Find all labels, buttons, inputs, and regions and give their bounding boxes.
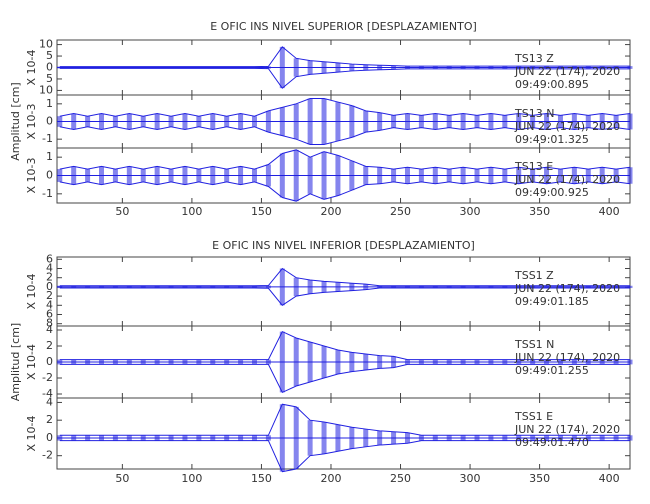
y-tick-label: 5	[46, 49, 53, 62]
x-tick-label: 50	[115, 205, 129, 218]
x-tick-label: 250	[390, 205, 411, 218]
subplot-frame	[56, 397, 631, 470]
trace-annotation: 09:49:01.325	[515, 133, 589, 146]
x-tick-label: 350	[529, 472, 550, 485]
trace-annotation: JUN 22 (174), 2020	[514, 351, 620, 364]
x-tick-label: 400	[599, 205, 620, 218]
y-tick-label: 1	[46, 150, 53, 163]
y-tick-label: 1	[46, 97, 53, 110]
y-tick-label: 6	[46, 308, 53, 321]
y-tick-label: 0	[46, 280, 53, 293]
trace-annotation: JUN 22 (174), 2020	[514, 65, 620, 78]
x-tick-label: 300	[460, 472, 481, 485]
x-tick-label: 150	[251, 472, 272, 485]
x-tick-label: 250	[390, 472, 411, 485]
y-tick-label: 2	[46, 339, 53, 352]
x-tick-label: 150	[251, 205, 272, 218]
x-tick-label: 100	[181, 205, 202, 218]
y-tick-label: 4	[46, 262, 53, 275]
y-tick-label: 0	[46, 169, 53, 182]
trace-annotation: 09:49:01.255	[515, 364, 589, 377]
trace-annotation: JUN 22 (174), 2020	[514, 423, 620, 436]
y-tick-label: -1	[42, 187, 53, 200]
envelope-upper	[59, 267, 630, 287]
envelope-upper	[59, 330, 630, 361]
envelope-upper	[59, 149, 631, 170]
axis-multiplier: X 10-4	[25, 344, 38, 380]
x-tick-label: 300	[460, 205, 481, 218]
y-tick-label: 6	[46, 252, 53, 265]
y-tick-label: 0	[46, 355, 53, 368]
envelope-upper	[59, 403, 630, 436]
trace-annotation: TSS1 E	[514, 410, 553, 423]
axis-multiplier: X 10-4	[25, 50, 38, 86]
trace-annotation: JUN 22 (174), 2020	[514, 282, 620, 295]
y-tick-label: 0	[46, 115, 53, 128]
x-tick-label: 100	[181, 472, 202, 485]
trace-annotation: TS13 Z	[514, 52, 554, 65]
y-tick-label: 0	[46, 61, 53, 74]
axis-multiplier: X 10-4	[25, 416, 38, 452]
trace-annotation: 09:49:01.470	[515, 436, 589, 449]
y-axis-label: Amplitud [cm]	[9, 82, 22, 160]
envelope-lower	[59, 181, 631, 202]
y-tick-label: 4	[46, 395, 53, 408]
trace-annotation: TSS1 Z	[514, 269, 554, 282]
trace-annotation: TS13 E	[514, 160, 553, 173]
envelope-lower	[59, 287, 630, 306]
y-tick-label: 8	[46, 317, 53, 330]
x-tick-label: 200	[320, 205, 341, 218]
chart-title: E OFIC INS NIVEL INFERIOR [DESPLAZAMIENT…	[212, 239, 475, 252]
x-tick-label: 400	[599, 472, 620, 485]
envelope-upper	[59, 46, 630, 68]
y-tick-label: -2	[42, 371, 53, 384]
y-tick-label: 2	[46, 289, 53, 302]
axis-multiplier: X 10-3	[25, 158, 38, 194]
trace-annotation: TSS1 N	[514, 338, 554, 351]
x-tick-label: 50	[115, 472, 129, 485]
y-axis-label: Amplitud [cm]	[9, 323, 22, 401]
trace-annotation: JUN 22 (174), 2020	[514, 173, 620, 186]
envelope-lower	[59, 440, 630, 473]
y-tick-label: -4	[42, 387, 53, 400]
envelope-lower	[59, 67, 630, 89]
y-tick-label: -2	[42, 449, 53, 462]
y-tick-label: -1	[42, 132, 53, 145]
y-tick-label: 2	[46, 413, 53, 426]
trace-annotation: 09:49:00.925	[515, 186, 589, 199]
trace-annotation: 09:49:00.895	[515, 78, 589, 91]
y-tick-label: 5	[46, 72, 53, 85]
envelope-upper	[59, 98, 631, 117]
y-tick-label: 10	[39, 83, 53, 96]
y-tick-label: 0	[46, 431, 53, 444]
y-tick-label: 2	[46, 271, 53, 284]
y-tick-label: 10	[39, 38, 53, 51]
axis-multiplier: X 10-4	[25, 274, 38, 310]
x-tick-label: 200	[320, 472, 341, 485]
envelope-lower	[59, 126, 631, 145]
envelope-lower	[59, 363, 630, 394]
trace-annotation: 09:49:01.185	[515, 295, 589, 308]
chart-title: E OFIC INS NIVEL SUPERIOR [DESPLAZAMIENT…	[210, 20, 477, 33]
trace-annotation: TS13 N	[514, 107, 554, 120]
y-tick-label: 4	[46, 323, 53, 336]
trace-annotation: JUN 22 (174), 2020	[514, 120, 620, 133]
x-tick-label: 350	[529, 205, 550, 218]
y-tick-label: 4	[46, 298, 53, 311]
axis-multiplier: X 10-3	[25, 104, 38, 140]
